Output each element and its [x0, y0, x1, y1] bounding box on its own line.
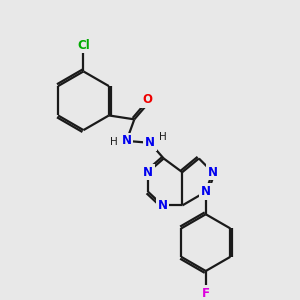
Text: N: N: [143, 166, 153, 179]
Text: O: O: [142, 93, 152, 106]
Text: F: F: [202, 287, 210, 300]
Text: Cl: Cl: [77, 38, 90, 52]
Text: N: N: [201, 185, 211, 198]
Text: H: H: [159, 132, 167, 142]
Text: H: H: [110, 137, 118, 147]
Text: N: N: [208, 166, 218, 179]
Text: N: N: [122, 134, 131, 147]
Text: N: N: [158, 199, 168, 212]
Text: N: N: [145, 136, 155, 149]
